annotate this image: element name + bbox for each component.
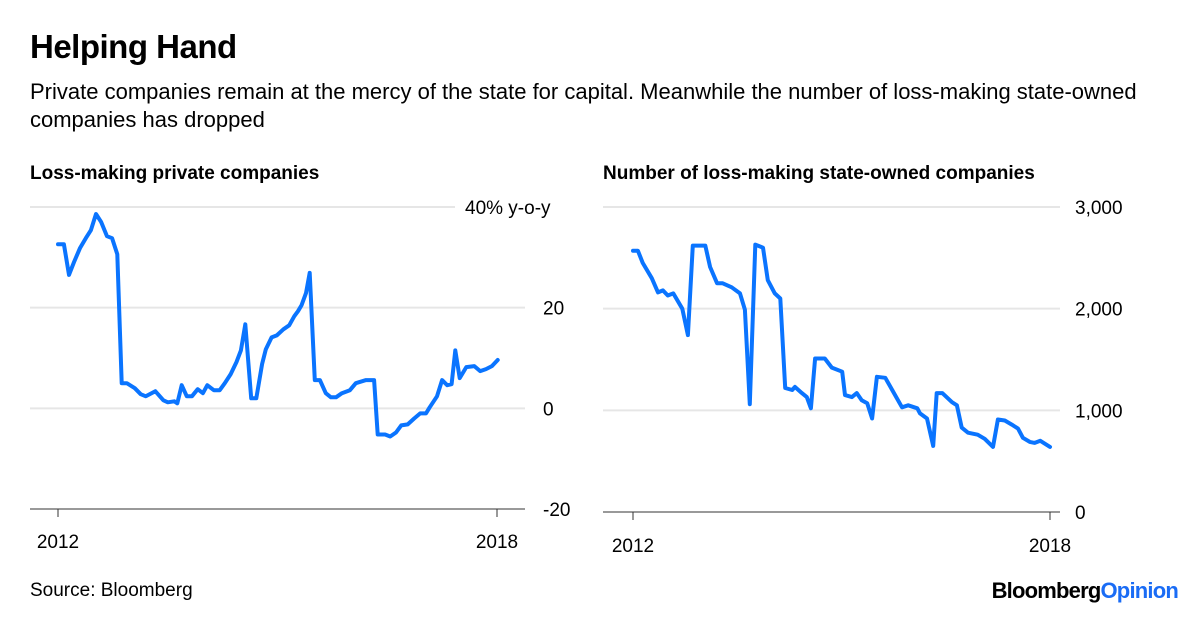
y-tick-label: 20 (543, 299, 564, 320)
y-tick-label: 1,000 (1075, 401, 1123, 422)
chart-1: 3,000 2,000 1,000 0 2012 2018 (603, 198, 1123, 557)
subtitle: Private companies remain at the mercy of… (30, 79, 1137, 132)
y-tick-label: -20 (543, 500, 570, 521)
y-tick-label: 40% y-o-y (465, 198, 551, 219)
y-tick-label: 0 (543, 399, 554, 420)
y-tick-label: 0 (1075, 503, 1086, 524)
x-tick-label: 2018 (1029, 536, 1071, 557)
x-tick-label: 2018 (476, 532, 518, 553)
chart-title-state: Number of loss-making state-owned compan… (603, 163, 1035, 184)
logo-brand: Bloomberg (991, 578, 1102, 603)
x-tick-label: 2012 (37, 532, 79, 553)
series-line (56, 212, 500, 439)
y-tick-label: 3,000 (1075, 198, 1123, 219)
bloomberg-opinion-logo: BloombergOpinion (991, 578, 1179, 604)
source-note: Source: Bloomberg (30, 580, 193, 601)
y-tick-label: 2,000 (1075, 300, 1123, 321)
series-line (631, 242, 1052, 449)
chart-0: 40% y-o-y 20 0 -20 2012 2018 (30, 198, 570, 553)
page-title: Helping Hand (30, 28, 237, 65)
logo-suffix: Opinion (1100, 578, 1179, 603)
x-tick-label: 2012 (612, 536, 654, 557)
chart-title-private: Loss-making private companies (30, 163, 320, 184)
